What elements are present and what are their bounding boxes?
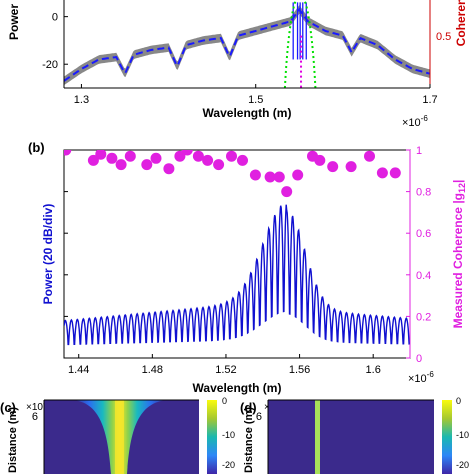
panel-c-label: (c) xyxy=(0,400,16,415)
panel-c-ytick-6: 6 xyxy=(32,411,38,423)
panel-b-right-ytick-label: 0.2 xyxy=(416,311,431,323)
panel-b-coherence-point xyxy=(192,150,204,162)
panel-b-coherence-point xyxy=(249,169,261,181)
panel-b-coherence-point xyxy=(345,161,357,173)
panel-b-coherence-point xyxy=(174,150,186,162)
panel-b: (b) 1.44 1.48 1.52 1.56 1.6 0 0.2 0.4 0.6 0.8 1 Po… xyxy=(28,140,467,395)
panel-d-beam xyxy=(315,400,320,474)
panel-b-coherence-point xyxy=(115,159,127,171)
panel-a-right-ytick-label: 0.5 xyxy=(436,31,451,43)
panel-b-label: (b) xyxy=(28,140,45,155)
panel-d-label: (d) xyxy=(240,400,257,415)
panel-b-right-ytick-label: 0.4 xyxy=(416,270,431,282)
panel-b-coherence-point xyxy=(95,150,107,160)
panel-b-coherence-point xyxy=(226,150,237,162)
panel-b-power-trace xyxy=(64,204,410,346)
panel-a-ylabel-right: Coheren xyxy=(454,0,468,46)
panel-b-coherence-point xyxy=(150,152,162,164)
panel-b-coherence-point xyxy=(389,167,401,179)
panel-b-xtick-label: 1.48 xyxy=(142,364,163,376)
panel-d-ylabel: Distance (m) xyxy=(243,407,255,473)
panel-b-coherence-point xyxy=(364,150,375,162)
panel-c-beam-core xyxy=(115,400,124,474)
panel-a-x-exponent: ×10-6 xyxy=(402,114,428,129)
panel-c-ylabel: Distance (m) xyxy=(7,407,19,473)
panel-b-coherence-point xyxy=(273,171,285,183)
panel-b-right-ytick-label: 1 xyxy=(416,145,422,157)
panel-b-coherence-point xyxy=(292,169,304,181)
panel-b-ticks: 1.44 1.48 1.52 1.56 1.6 0 0.2 0.4 0.6 0.8 1 xyxy=(64,145,431,376)
panel-b-xtick-label: 1.44 xyxy=(68,364,89,376)
panel-a-xlabel: Wavelength (m) xyxy=(203,106,292,120)
panel-a-green-dotted-left xyxy=(283,0,298,88)
panel-c-cbar-tick-10: -10 xyxy=(222,430,235,440)
panel-b-right-ytick-label: 0 xyxy=(416,353,422,365)
panel-b-xtick-label: 1.52 xyxy=(215,364,236,376)
panel-b-coherence-point xyxy=(163,163,175,175)
panel-d-cbar-tick-20: -20 xyxy=(456,460,469,470)
panel-d-heatmap-background xyxy=(268,400,434,474)
panel-b-coherence-point xyxy=(106,152,118,164)
panel-a-green-dotted-right xyxy=(302,0,317,88)
panel-a: 1.3 1.5 1.7 -20 0 0.5 Power Coheren Wavelengt… xyxy=(7,0,468,129)
panel-a-ylabel-left: Power xyxy=(7,4,21,40)
panel-c-cbar-tick-20: -20 xyxy=(222,460,235,470)
panel-b-right-ytick-label: 0.6 xyxy=(416,228,431,240)
panel-c-cbar-tick-0: 0 xyxy=(222,396,227,406)
panel-b-coherence-point xyxy=(124,150,136,162)
panel-b-xtick-label: 1.6 xyxy=(366,364,381,376)
panel-b-coherence-point xyxy=(376,167,388,179)
panel-a-xtick-label: 1.7 xyxy=(422,94,437,106)
panel-a-ticks: 1.3 1.5 1.7 -20 0 0.5 xyxy=(42,12,451,106)
panel-b-coherence-point xyxy=(264,171,276,183)
panel-b-coherence-point xyxy=(237,154,248,166)
panel-b-coherence-point xyxy=(202,154,214,166)
panel-b-coherence-point xyxy=(141,159,153,171)
panel-a-dashed-line xyxy=(64,7,430,82)
panel-b-plot-area xyxy=(64,150,410,346)
panel-a-plot-area xyxy=(64,0,430,88)
panel-b-coherence-point xyxy=(87,154,99,166)
panel-a-gray-band xyxy=(64,5,430,86)
panel-b-coherence-point xyxy=(314,154,326,166)
panel-b-xlabel: Wavelength (m) xyxy=(193,381,282,395)
panel-d-cbar-tick-10: -10 xyxy=(456,430,469,440)
panel-b-right-ytick-label: 0.8 xyxy=(416,187,431,199)
panel-b-coherence-point xyxy=(181,150,193,156)
panel-d-ytick-6: 6 xyxy=(256,411,262,423)
panel-a-xtick-label: 1.3 xyxy=(74,94,89,106)
panel-b-coherence-point xyxy=(281,186,293,198)
panel-d-cbar-tick-0: 0 xyxy=(456,396,461,406)
panel-b-x-exponent: ×10-6 xyxy=(408,370,434,385)
panel-b-ylabel-right: Measured Coherence |g12| xyxy=(451,180,467,329)
panel-a-ytick-label: 0 xyxy=(52,12,58,24)
panel-c-colorbar xyxy=(207,400,217,474)
panel-c: (c) ×10-3 6 Distance (m) 0 -10 -20 xyxy=(0,396,235,474)
panel-b-ylabel-left: Power (20 dB/div) xyxy=(41,204,55,305)
panel-a-xtick-label: 1.5 xyxy=(248,94,263,106)
panel-b-coherence-point xyxy=(327,161,339,173)
panel-b-coherence-point xyxy=(64,150,72,156)
panel-a-ytick-label: -20 xyxy=(42,59,58,71)
panel-b-coherence-point xyxy=(213,159,225,171)
panel-d: (d) ×10-3 6 Distance (m) 0 -10 -20 xyxy=(240,396,469,474)
panel-d-colorbar xyxy=(442,400,452,474)
panel-b-xtick-label: 1.56 xyxy=(289,364,310,376)
